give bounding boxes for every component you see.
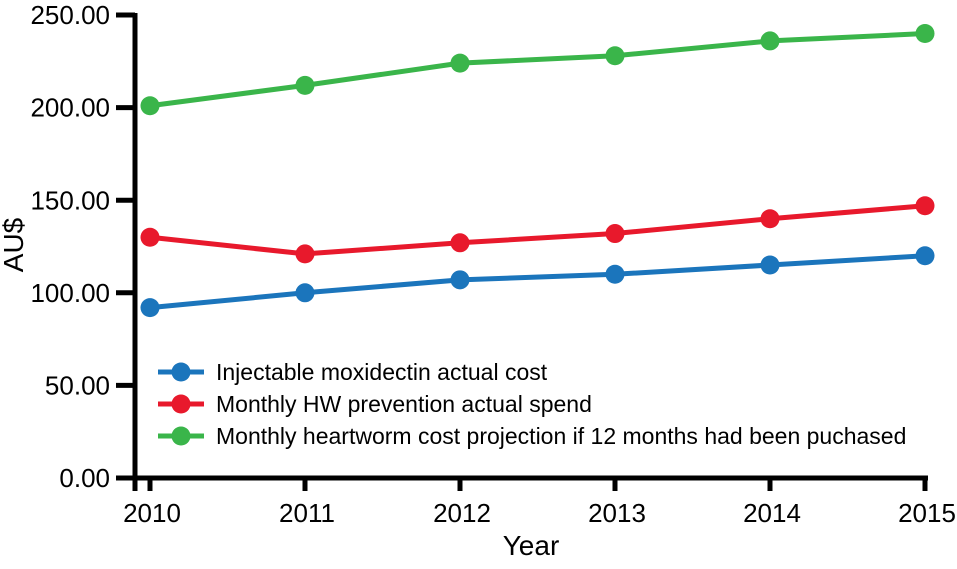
series-line-2 [149,31,926,109]
x-tick-label: 2014 [743,498,801,528]
data-point-series-1 [140,227,160,247]
data-point-series-1 [605,224,625,244]
legend-marker [171,362,191,382]
y-tick-label: 50.00 [45,371,110,401]
data-point-series-2 [295,75,315,95]
data-point-series-1 [450,233,470,253]
x-tick-label: 2010 [123,498,181,528]
data-point-series-0 [295,283,315,303]
data-point-series-0 [450,270,470,290]
data-point-series-0 [760,255,780,275]
y-tick-label: 100.00 [30,278,110,308]
y-tick-label: 200.00 [30,93,110,123]
y-axis-title: AU$ [0,217,29,272]
y-tick-label: 250.00 [30,0,110,30]
data-point-series-1 [915,196,935,216]
data-point-series-2 [450,53,470,73]
x-axis-title: Year [503,530,560,561]
data-point-series-2 [760,31,780,51]
data-point-series-0 [140,298,160,318]
legend-marker [171,394,191,414]
legend-label-0: Injectable moxidectin actual cost [216,359,548,385]
x-tick-label: 2011 [279,498,335,528]
series-line-1 [149,203,926,257]
data-point-series-2 [605,46,625,66]
data-point-series-2 [915,24,935,44]
y-tick-label: 0.00 [59,463,110,493]
y-tick-label: 150.00 [30,185,110,215]
data-point-series-1 [760,209,780,229]
legend-marker [171,426,191,446]
x-tick-label: 2013 [588,498,646,528]
data-point-series-0 [915,246,935,266]
plot-area: 0.00 50.00 100.00 150.00 200.00 250.00 2010 201… [30,0,955,528]
x-tick-label: 2012 [433,498,491,528]
legend-label-2: Monthly heartworm cost projection if 12 … [216,423,906,449]
series-line-0 [149,253,926,311]
legend-label-1: Monthly HW prevention actual spend [216,391,592,417]
data-point-series-0 [605,264,625,284]
x-tick-label: 2015 [898,498,956,528]
data-point-series-1 [295,244,315,264]
data-point-series-2 [140,96,160,116]
